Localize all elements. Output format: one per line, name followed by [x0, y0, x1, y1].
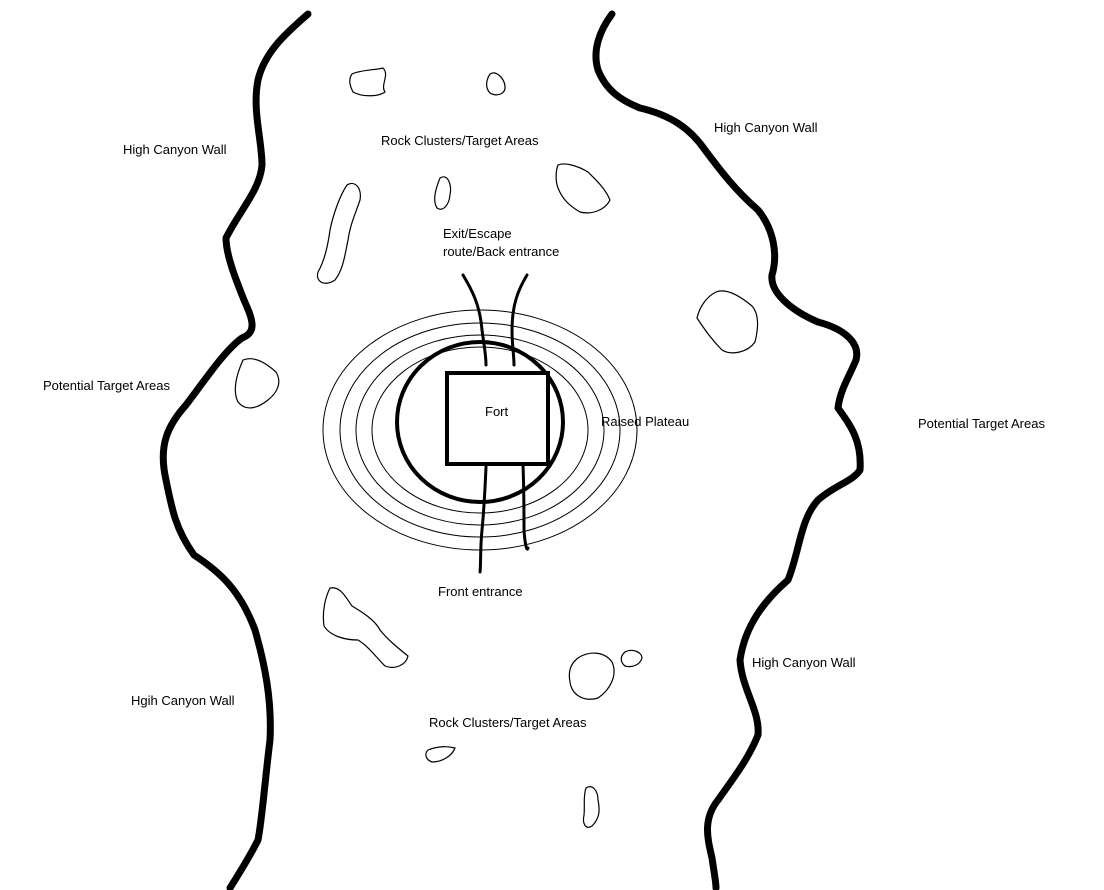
rocks-bottom-label: Rock Clusters/Target Areas: [429, 715, 587, 730]
right-canyon-wall: [592, 10, 864, 890]
rock-cluster: [434, 176, 452, 210]
right-wall-bottom-label: High Canyon Wall: [752, 655, 856, 670]
front-entrance-label: Front entrance: [438, 584, 523, 599]
rock-cluster: [696, 290, 759, 354]
exit-label-line1: Exit/Escape: [443, 226, 512, 241]
rock-cluster: [555, 163, 611, 214]
back-entrance-path-left: [461, 273, 488, 367]
rocks-top-label: Rock Clusters/Target Areas: [381, 133, 539, 148]
plateau-label: Raised Plateau: [601, 414, 690, 429]
front-entrance-path-right: [521, 463, 530, 551]
rock-cluster: [568, 652, 615, 700]
back-entrance-path-right: [510, 273, 529, 367]
rock-cluster: [486, 72, 506, 96]
rock-cluster: [316, 182, 361, 284]
fort-building: [445, 371, 550, 466]
fort-wall-ring: [395, 340, 565, 504]
left-canyon-wall: [159, 10, 312, 890]
left-wall-bottom-label: Hgih Canyon Wall: [131, 693, 235, 708]
rock-cluster: [322, 587, 409, 668]
right-wall-top-label: High Canyon Wall: [714, 120, 818, 135]
rock-cluster: [234, 358, 280, 409]
left-wall-top-label: High Canyon Wall: [123, 142, 227, 157]
left-targets-label: Potential Target Areas: [43, 378, 170, 393]
plateau-ring-4: [371, 346, 589, 514]
front-entrance-path-left: [478, 465, 488, 574]
rock-cluster: [582, 786, 600, 828]
rock-cluster: [349, 67, 387, 97]
fort-label: Fort: [485, 404, 509, 419]
rock-cluster: [425, 746, 456, 763]
plateau-ring-3: [355, 334, 605, 526]
right-targets-label: Potential Target Areas: [918, 416, 1045, 431]
rock-cluster: [620, 649, 643, 668]
exit-label-line2: route/Back entrance: [443, 244, 560, 259]
